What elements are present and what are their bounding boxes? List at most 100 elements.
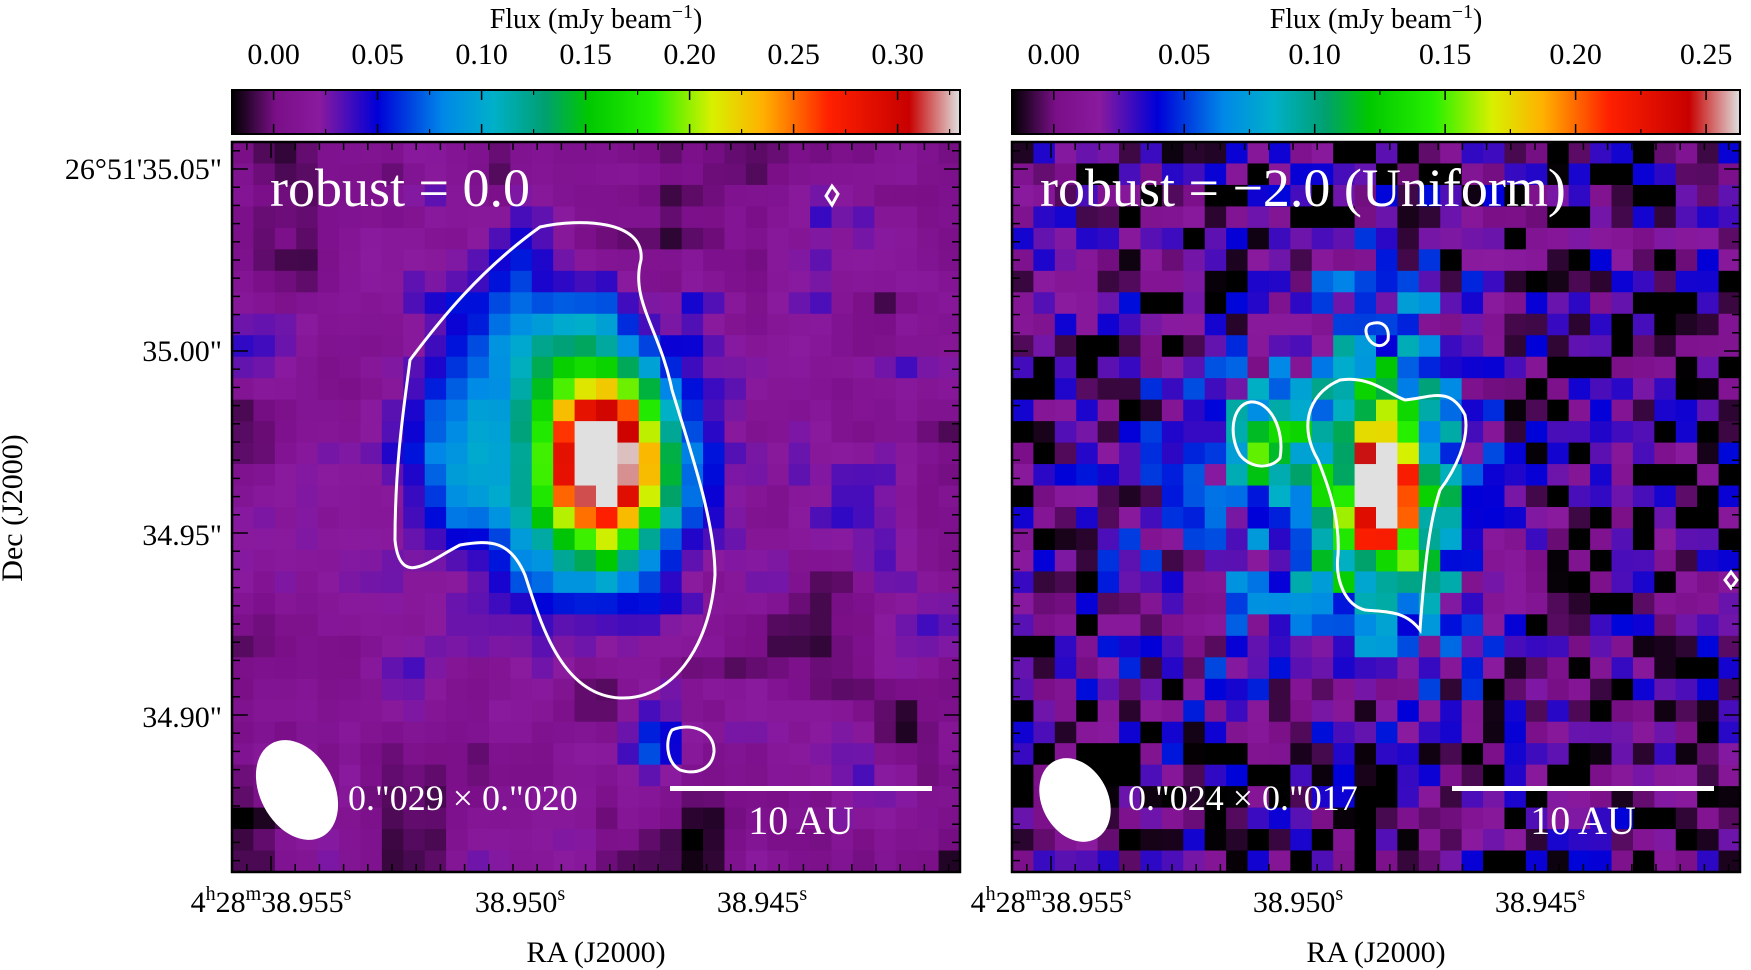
heatmap-pixel xyxy=(339,721,362,744)
heatmap-pixel xyxy=(1247,657,1270,680)
heatmap-pixel xyxy=(767,249,790,272)
heatmap-pixel xyxy=(1697,764,1720,787)
heatmap-pixel xyxy=(467,142,490,165)
heatmap-pixel xyxy=(1632,721,1655,744)
heatmap-pixel xyxy=(638,464,661,487)
heatmap-pixel xyxy=(1547,614,1570,637)
heatmap-pixel xyxy=(1333,743,1356,766)
heatmap-pixel xyxy=(1226,270,1249,293)
heatmap-pixel xyxy=(1418,356,1441,379)
heatmap-pixel xyxy=(274,485,297,508)
heatmap-pixel xyxy=(1097,507,1120,530)
heatmap-pixel xyxy=(917,184,940,208)
heatmap-pixel xyxy=(232,485,255,508)
heatmap-pixel xyxy=(810,313,833,336)
heatmap-pixel xyxy=(1568,292,1591,315)
heatmap-pixel xyxy=(788,249,811,272)
heatmap-pixel xyxy=(1097,571,1120,594)
heatmap-pixel xyxy=(1525,764,1548,787)
heatmap-pixel xyxy=(253,614,276,637)
heatmap-pixel xyxy=(1140,571,1163,594)
heatmap-pixel xyxy=(596,850,619,872)
heatmap-pixel xyxy=(1418,335,1441,358)
heatmap-pixel xyxy=(1161,378,1184,401)
heatmap-pixel xyxy=(381,807,404,830)
heatmap-pixel xyxy=(1632,399,1655,422)
heatmap-pixel xyxy=(1654,356,1677,379)
heatmap-pixel xyxy=(1675,442,1698,465)
heatmap-pixel xyxy=(1226,549,1249,573)
heatmap-pixel xyxy=(1461,571,1484,594)
heatmap-pixel xyxy=(1012,571,1035,594)
heatmap-pixel xyxy=(339,485,362,508)
heatmap-pixel xyxy=(317,313,340,336)
heatmap-pixel xyxy=(745,142,768,165)
heatmap-pixel xyxy=(1568,592,1591,615)
heatmap-pixel xyxy=(617,292,640,315)
heatmap-pixel xyxy=(1290,163,1313,186)
heatmap-pixel xyxy=(1697,549,1720,573)
heatmap-pixel xyxy=(1119,356,1142,379)
heatmap-pixel xyxy=(767,592,790,615)
heatmap-pixel xyxy=(1247,592,1270,615)
heatmap-pixel xyxy=(1376,485,1399,508)
heatmap-pixel xyxy=(424,786,447,809)
heatmap-pixel xyxy=(574,270,597,293)
heatmap-pixel xyxy=(510,678,533,701)
heatmap-pixel xyxy=(1525,378,1548,401)
heatmap-pixel xyxy=(1504,421,1527,444)
heatmap-pixel xyxy=(596,335,619,358)
heatmap-pixel xyxy=(1654,829,1677,852)
heatmap-pixel xyxy=(938,678,960,701)
heatmap-pixel xyxy=(1226,249,1249,272)
heatmap-pixel xyxy=(488,829,511,852)
heatmap-pixel xyxy=(1697,184,1720,208)
heatmap-pixel xyxy=(553,184,576,208)
heatmap-pixel xyxy=(1290,485,1313,508)
heatmap-pixel xyxy=(1418,227,1441,250)
heatmap-pixel xyxy=(1568,635,1591,658)
heatmap-pixel xyxy=(1461,485,1484,508)
heatmap-pixel xyxy=(1226,464,1249,487)
heatmap-pixel xyxy=(1397,678,1420,701)
heatmap-pixel xyxy=(810,592,833,615)
contour-2-top xyxy=(1364,321,1390,348)
heatmap-pixel xyxy=(1333,807,1356,830)
heatmap-pixel xyxy=(917,678,940,701)
heatmap-pixel xyxy=(1268,356,1291,379)
heatmap-pixel xyxy=(1547,313,1570,336)
heatmap-pixel xyxy=(253,313,276,336)
heatmap-pixel xyxy=(488,571,511,594)
heatmap-pixel xyxy=(703,464,726,487)
heatmap-pixel xyxy=(1397,442,1420,465)
heatmap-pixel xyxy=(531,743,554,766)
heatmap-pixel xyxy=(767,678,790,701)
xtick-label-1b: 38.950s xyxy=(475,883,566,919)
heatmap-pixel xyxy=(917,571,940,594)
heatmap-pixel xyxy=(895,270,918,293)
heatmap-pixel xyxy=(317,614,340,637)
beam-1 xyxy=(255,740,339,840)
heatmap-pixel xyxy=(1054,442,1077,465)
heatmap-pixel xyxy=(232,378,255,401)
heatmap-pixel xyxy=(895,700,918,723)
heatmap-pixel xyxy=(1504,657,1527,680)
colorbar-tick-label: 0.10 xyxy=(455,38,508,71)
heatmap-pixel xyxy=(381,292,404,315)
heatmap-pixel xyxy=(703,163,726,186)
heatmap-pixel xyxy=(1311,678,1334,701)
heatmap-pixel xyxy=(1311,421,1334,444)
heatmap-pixel xyxy=(488,442,511,465)
heatmap-pixel xyxy=(745,614,768,637)
heatmap-pixel xyxy=(510,721,533,744)
heatmap-pixel xyxy=(531,356,554,379)
heatmap-pixel xyxy=(810,528,833,551)
heatmap-pixel xyxy=(510,378,533,401)
heatmap-pixel xyxy=(1012,528,1035,551)
heatmap-pixel xyxy=(767,614,790,637)
heatmap-pixel xyxy=(1247,678,1270,701)
heatmap-pixel xyxy=(831,528,854,551)
heatmap-pixel xyxy=(788,743,811,766)
heatmap-pixel xyxy=(1697,678,1720,701)
heatmap-pixel xyxy=(1504,743,1527,766)
